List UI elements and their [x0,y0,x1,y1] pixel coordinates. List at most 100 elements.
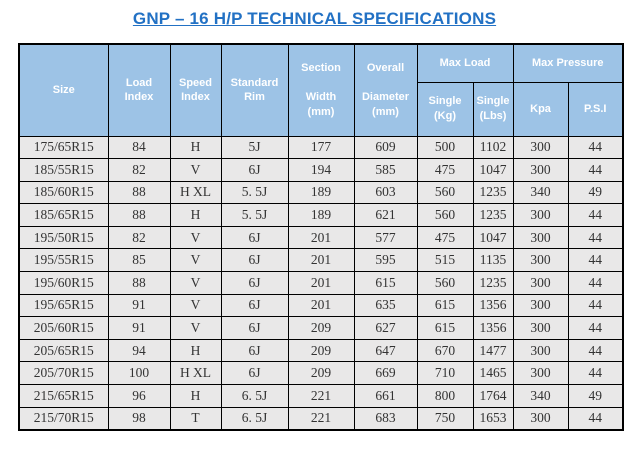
cell-overall-diameter: 595 [353,248,418,273]
cell-size: 195/55R15 [18,248,109,273]
cell-load-index: 94 [107,338,171,363]
cell-speed-index: H [169,203,222,227]
cell-max-load-single-kg: 670 [416,338,474,363]
cell-size: 205/65R15 [18,338,109,363]
cell-section-width: 209 [287,316,355,340]
spec-row: 175/65R15 84 H 5J 177 609 500 1102 300 44 [18,135,624,160]
cell-kpa: 300 [512,248,569,273]
cell-overall-diameter: 603 [353,180,418,205]
cell-section-width: 201 [287,248,355,273]
cell-standard-rim: 6J [220,248,289,273]
cell-max-load-single-lbs: 1135 [472,248,514,273]
cell-standard-rim: 6J [220,158,289,182]
cell-load-index: 82 [107,158,171,182]
cell-section-width: 201 [287,225,355,250]
cell-psi: 44 [567,361,624,386]
cell-size: 175/65R15 [18,135,109,160]
cell-max-load-single-kg: 560 [416,203,474,227]
spec-table-header: Size Load Index Speed Index Standard Rim… [18,43,624,137]
cell-size: 195/50R15 [18,225,109,250]
cell-overall-diameter: 661 [353,384,418,408]
cell-size: 195/60R15 [18,271,109,295]
cell-max-load-single-kg: 500 [416,135,474,160]
cell-load-index: 98 [107,406,171,431]
cell-overall-diameter: 621 [353,203,418,227]
cell-max-load-single-lbs: 1235 [472,180,514,205]
cell-size: 185/65R15 [18,203,109,227]
cell-max-load-single-kg: 515 [416,248,474,273]
spec-row: 205/65R15 94 H 6J 209 647 670 1477 300 44 [18,338,624,363]
page-title: GNP – 16 H/P TECHNICAL SPECIFICATIONS [132,9,497,28]
cell-overall-diameter: 683 [353,406,418,431]
cell-kpa: 300 [512,293,569,318]
cell-size: 215/70R15 [18,406,109,431]
cell-section-width: 221 [287,384,355,408]
cell-kpa: 300 [512,316,569,340]
cell-psi: 44 [567,135,624,160]
cell-max-load-single-lbs: 1653 [472,406,514,431]
cell-standard-rim: 6. 5J [220,384,289,408]
header-max-pressure: Max Pressure [512,43,624,83]
header-load-index: Load Index [107,43,171,137]
cell-speed-index: T [169,406,222,431]
cell-kpa: 340 [512,180,569,205]
header-overall-diameter: Overall Diameter (mm) [353,43,418,137]
cell-section-width: 221 [287,406,355,431]
header-kpa: Kpa [512,81,569,137]
cell-speed-index: H XL [169,180,222,205]
cell-psi: 44 [567,203,624,227]
spec-row: 205/70R15 100 H XL 6J 209 669 710 1465 300 44 [18,361,624,386]
cell-size: 195/65R15 [18,293,109,318]
cell-psi: 49 [567,180,624,205]
cell-max-load-single-kg: 560 [416,180,474,205]
cell-overall-diameter: 647 [353,338,418,363]
spec-row: 195/50R15 82 V 6J 201 577 475 1047 300 44 [18,225,624,250]
spec-table: Size Load Index Speed Index Standard Rim… [18,43,625,431]
cell-speed-index: V [169,293,222,318]
cell-psi: 44 [567,271,624,295]
cell-section-width: 209 [287,361,355,386]
cell-load-index: 91 [107,293,171,318]
cell-kpa: 300 [512,225,569,250]
cell-size: 205/60R15 [18,316,109,340]
cell-max-load-single-lbs: 1235 [472,203,514,227]
cell-kpa: 300 [512,135,569,160]
cell-kpa: 300 [512,203,569,227]
cell-speed-index: H XL [169,361,222,386]
cell-speed-index: V [169,271,222,295]
cell-standard-rim: 6J [220,293,289,318]
cell-max-load-single-kg: 615 [416,293,474,318]
cell-size: 185/60R15 [18,180,109,205]
cell-psi: 44 [567,293,624,318]
cell-overall-diameter: 577 [353,225,418,250]
cell-max-load-single-lbs: 1764 [472,384,514,408]
cell-section-width: 209 [287,338,355,363]
cell-size: 185/55R15 [18,158,109,182]
cell-load-index: 82 [107,225,171,250]
cell-max-load-single-kg: 560 [416,271,474,295]
cell-kpa: 300 [512,406,569,431]
cell-size: 205/70R15 [18,361,109,386]
cell-speed-index: H [169,384,222,408]
spec-row: 195/65R15 91 V 6J 201 635 615 1356 300 44 [18,293,624,318]
cell-standard-rim: 6. 5J [220,406,289,431]
header-max-load: Max Load [416,43,514,83]
cell-max-load-single-kg: 475 [416,158,474,182]
cell-load-index: 96 [107,384,171,408]
cell-overall-diameter: 635 [353,293,418,318]
cell-max-load-single-lbs: 1356 [472,316,514,340]
cell-max-load-single-lbs: 1477 [472,338,514,363]
cell-kpa: 300 [512,361,569,386]
cell-psi: 44 [567,225,624,250]
cell-section-width: 201 [287,271,355,295]
spec-row: 185/65R15 88 H 5. 5J 189 621 560 1235 300 44 [18,203,624,227]
cell-speed-index: V [169,316,222,340]
cell-max-load-single-lbs: 1047 [472,225,514,250]
cell-psi: 44 [567,316,624,340]
cell-standard-rim: 6J [220,316,289,340]
header-single-lbs: Single (Lbs) [472,81,514,137]
cell-speed-index: V [169,248,222,273]
spec-row: 215/65R15 96 H 6. 5J 221 661 800 1764 340 49 [18,384,624,408]
cell-overall-diameter: 609 [353,135,418,160]
cell-standard-rim: 6J [220,271,289,295]
